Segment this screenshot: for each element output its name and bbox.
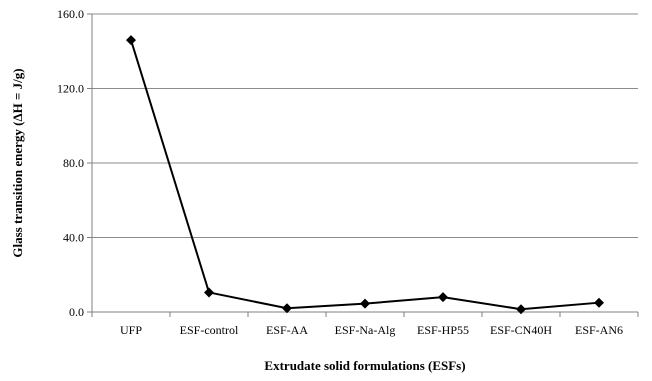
data-point-marker xyxy=(516,304,526,315)
axes xyxy=(91,14,638,313)
data-point-marker xyxy=(282,303,292,314)
x-tick-label: ESF-control xyxy=(180,323,239,337)
x-tick-label: UFP xyxy=(120,323,142,337)
x-tick-label: ESF-HP55 xyxy=(417,323,469,337)
y-tick-label: 40.0 xyxy=(63,231,84,245)
y-tick-labels: 0.0 40.0 80.0 120.0 160.0 xyxy=(57,7,84,319)
y-tick-label: 80.0 xyxy=(63,156,84,170)
data-point-marker xyxy=(438,292,448,303)
y-axis-title: Glass transition energy (ΔH = J/g) xyxy=(10,68,25,257)
data-point-marker xyxy=(204,287,214,298)
y-tick-label: 160.0 xyxy=(57,7,84,21)
data-point-marker xyxy=(594,297,604,308)
y-tick-label: 0.0 xyxy=(69,305,84,319)
series xyxy=(126,35,604,315)
x-tick-label: ESF-AN6 xyxy=(575,323,623,337)
gridlines xyxy=(87,13,639,317)
data-point-marker xyxy=(360,298,370,309)
series-line xyxy=(130,39,600,311)
x-tick-label: ESF-Na-Alg xyxy=(335,323,396,337)
x-axis-title: Extrudate solid formulations (ESFs) xyxy=(264,358,465,373)
y-tick-label: 120.0 xyxy=(57,82,84,96)
x-tick-label: ESF-AA xyxy=(266,323,308,337)
x-tick-label: ESF-CN40H xyxy=(490,323,552,337)
data-point-marker xyxy=(126,35,136,46)
x-tick-labels: UFP ESF-control ESF-AA ESF-Na-Alg ESF-HP55 ES… xyxy=(120,323,623,337)
